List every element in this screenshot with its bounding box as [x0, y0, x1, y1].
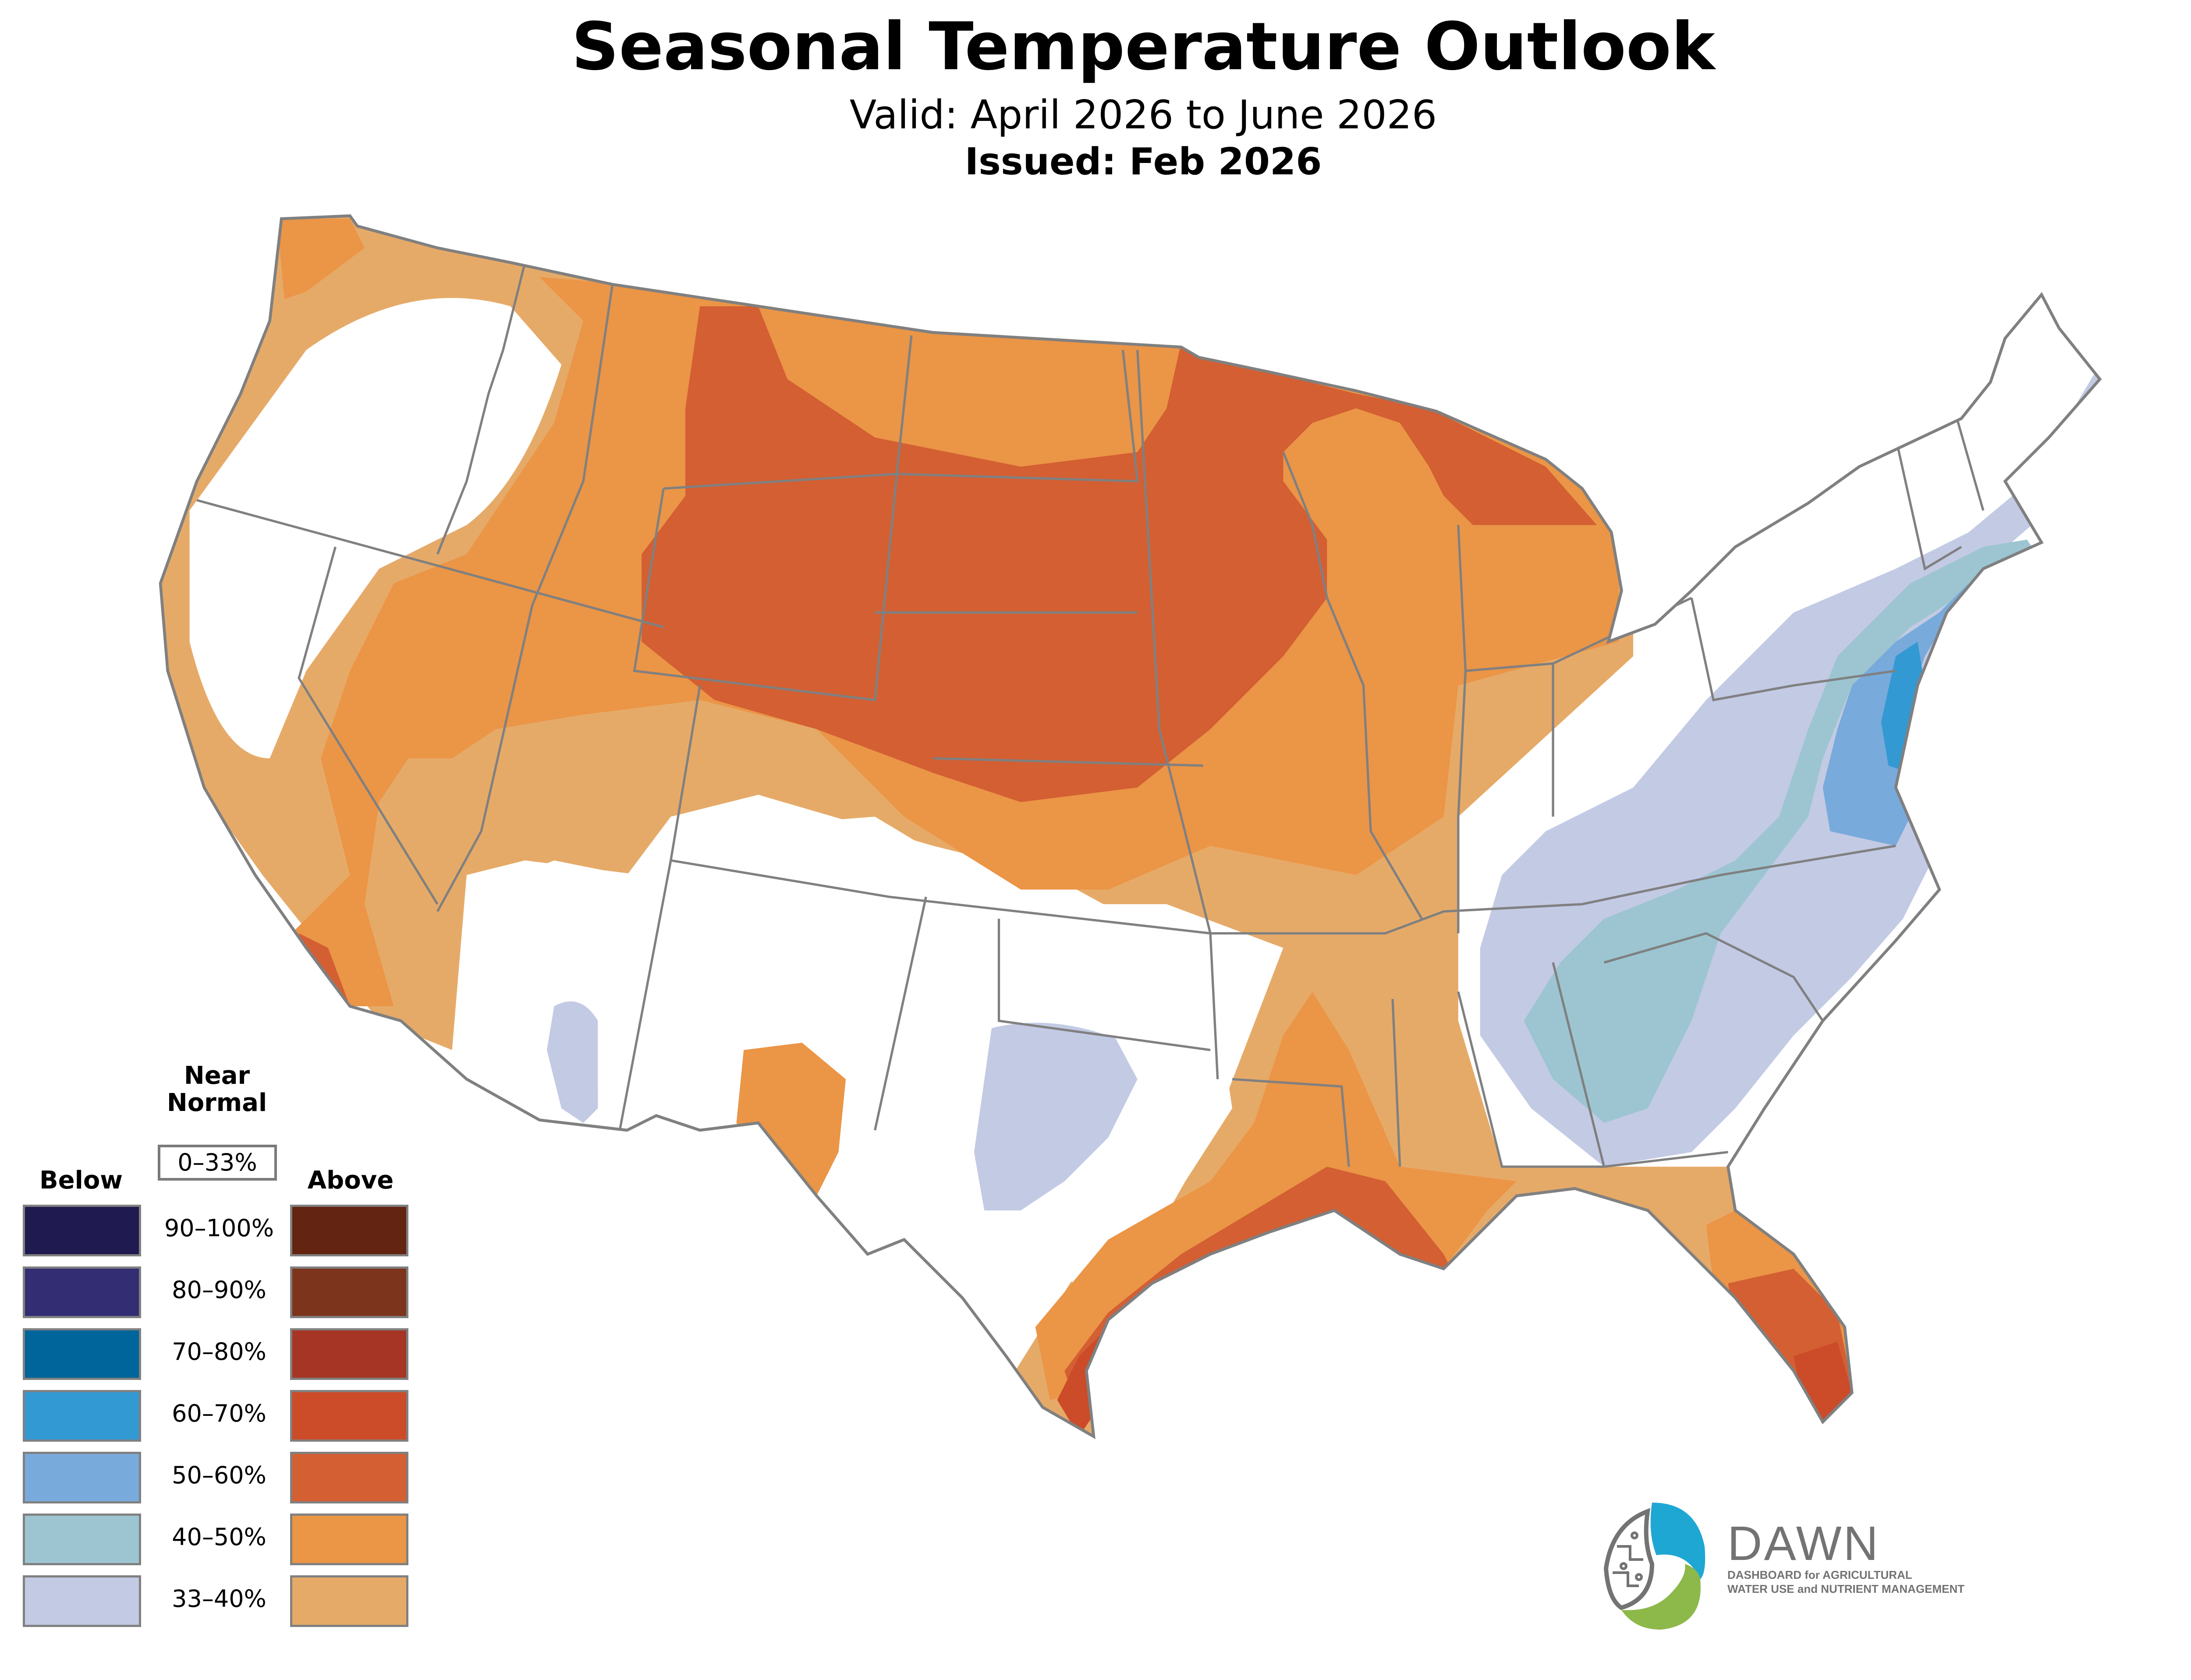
issued-date: Issued: Feb 2026	[964, 140, 1322, 184]
legend-swatch-above	[290, 1390, 408, 1442]
logo-leaf	[1621, 1564, 1701, 1630]
zone-below-33-40-texas	[974, 1022, 1138, 1211]
legend-range-label: 90–100%	[164, 1214, 274, 1242]
legend-range-label: 70–80%	[172, 1338, 266, 1365]
legend-swatch-above	[290, 1575, 408, 1627]
legend-swatch-above	[290, 1328, 408, 1380]
dawn-logo	[1603, 1503, 1705, 1630]
zone-above-50-60-northern-plains	[642, 306, 1597, 802]
legend-near-label: Near	[184, 1061, 250, 1090]
zone-below-33-40-arizona	[546, 1001, 598, 1123]
logo-tagline-2: WATER USE and NUTRIENT MANAGEMENT	[1727, 1582, 1965, 1595]
zone-near-normal-northwest	[189, 298, 562, 759]
zone-below-40-50-east	[1524, 539, 2042, 1123]
legend-near-normal-range: 0–33%	[158, 1145, 277, 1181]
legend-range-label: 60–70%	[172, 1400, 266, 1427]
zone-below-60-70-delaware	[1881, 641, 1925, 773]
legend-swatch-below	[23, 1328, 141, 1380]
legend-swatch-below	[23, 1205, 141, 1256]
logo-circuit-traces	[1613, 1531, 1643, 1587]
legend-range-label: 80–90%	[172, 1276, 266, 1304]
legend-swatch-below	[23, 1575, 141, 1627]
legend-near-normal-heading: Near Normal	[149, 1062, 285, 1117]
logo-name: DAWN	[1727, 1517, 1880, 1570]
legend-swatch-above	[290, 1452, 408, 1503]
legend-normal-label: Normal	[167, 1089, 267, 1117]
legend-range-label: 33–40%	[172, 1585, 266, 1613]
legend-range-label: 50–60%	[172, 1461, 266, 1489]
legend-swatch-above	[290, 1514, 408, 1565]
legend-above-heading: Above	[307, 1166, 394, 1195]
valid-period: Valid: April 2026 to June 2026	[849, 92, 1437, 138]
legend-swatch-above	[290, 1205, 408, 1256]
legend-swatch-above	[290, 1266, 408, 1318]
zone-above-40-50-pnw-coast	[277, 219, 365, 299]
logo-circuit-leaf	[1603, 1508, 1655, 1610]
logo-water-drop	[1650, 1503, 1705, 1579]
legend-swatch-below	[23, 1266, 141, 1318]
legend-swatch-below	[23, 1514, 141, 1565]
logo-tagline-1: DASHBOARD for AGRICULTURAL	[1727, 1568, 1912, 1581]
legend-swatch-below	[23, 1390, 141, 1442]
legend-range-label: 40–50%	[172, 1523, 266, 1551]
legend-swatch-below	[23, 1452, 141, 1503]
legend-below-heading: Below	[39, 1166, 123, 1195]
map-title: Seasonal Temperature Outlook	[571, 9, 1715, 85]
